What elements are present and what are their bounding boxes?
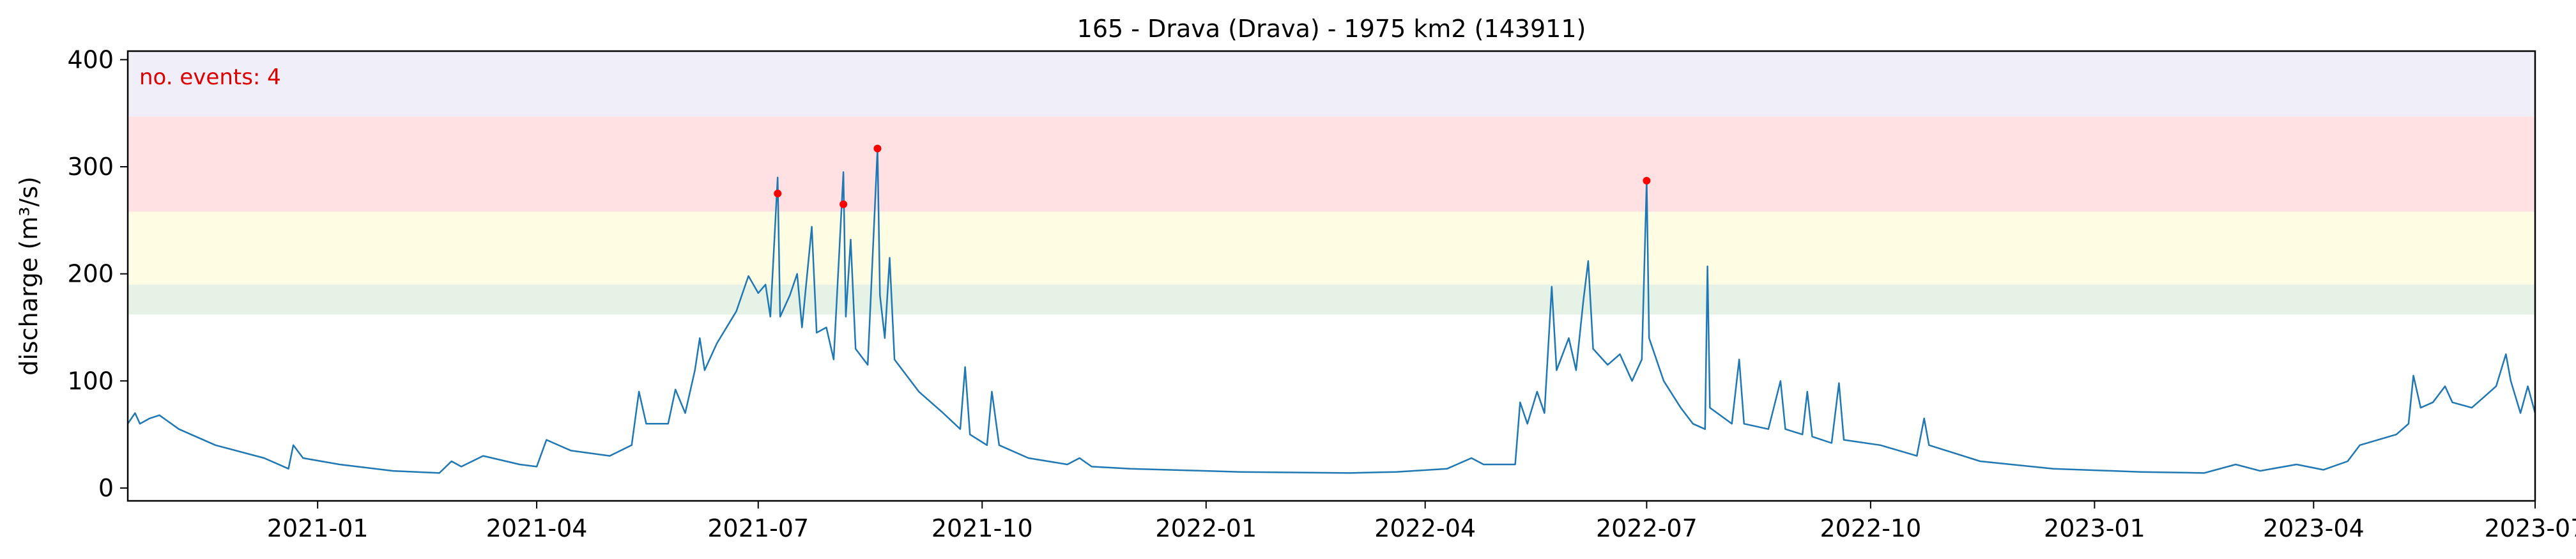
- y-tick-label: 300: [67, 153, 114, 181]
- x-axis: 2021-01 2021-04 2021-07 2021-10 2022-01 2022-…: [267, 501, 2576, 542]
- y-tick-label: 0: [98, 474, 114, 502]
- plot-frame: [126, 50, 2536, 502]
- y-axis: 0 100 200 300 400: [67, 45, 128, 502]
- x-tick-label: 2021-07: [707, 514, 809, 542]
- event-point-4: [1643, 176, 1651, 185]
- threshold-band-1: [128, 211, 2535, 285]
- threshold-bands: [128, 51, 2535, 315]
- x-tick-label: 2021-01: [267, 514, 369, 542]
- y-axis-label: discharge (m³/s): [15, 176, 43, 376]
- threshold-band-3: [128, 51, 2535, 117]
- x-tick-label: 2023-07: [2485, 514, 2576, 542]
- y-tick-label: 400: [67, 45, 114, 73]
- event-point-3: [873, 144, 882, 153]
- event-point-2: [839, 200, 848, 208]
- x-tick-label: 2022-01: [1155, 514, 1257, 542]
- x-tick-label: 2022-07: [1596, 514, 1698, 542]
- chart-title: 165 - Drava (Drava) - 1975 km2 (143911): [1077, 15, 1586, 43]
- x-tick-label: 2023-04: [2263, 514, 2365, 542]
- discharge-line: [126, 148, 2536, 474]
- series-layer: [126, 148, 2536, 474]
- threshold-band-0: [128, 284, 2535, 315]
- event-markers: [774, 144, 1651, 208]
- y-tick-label: 200: [67, 260, 114, 288]
- x-tick-label: 2021-10: [931, 514, 1033, 542]
- x-tick-label: 2022-10: [1820, 514, 1922, 542]
- event-point-1: [774, 189, 782, 197]
- y-tick-label: 100: [67, 367, 114, 395]
- x-tick-label: 2022-04: [1374, 514, 1476, 542]
- x-tick-label: 2021-04: [486, 514, 588, 542]
- events-count-annotation: no. events: 4: [139, 65, 281, 90]
- threshold-band-2: [128, 116, 2535, 212]
- x-tick-label: 2023-01: [2044, 514, 2145, 542]
